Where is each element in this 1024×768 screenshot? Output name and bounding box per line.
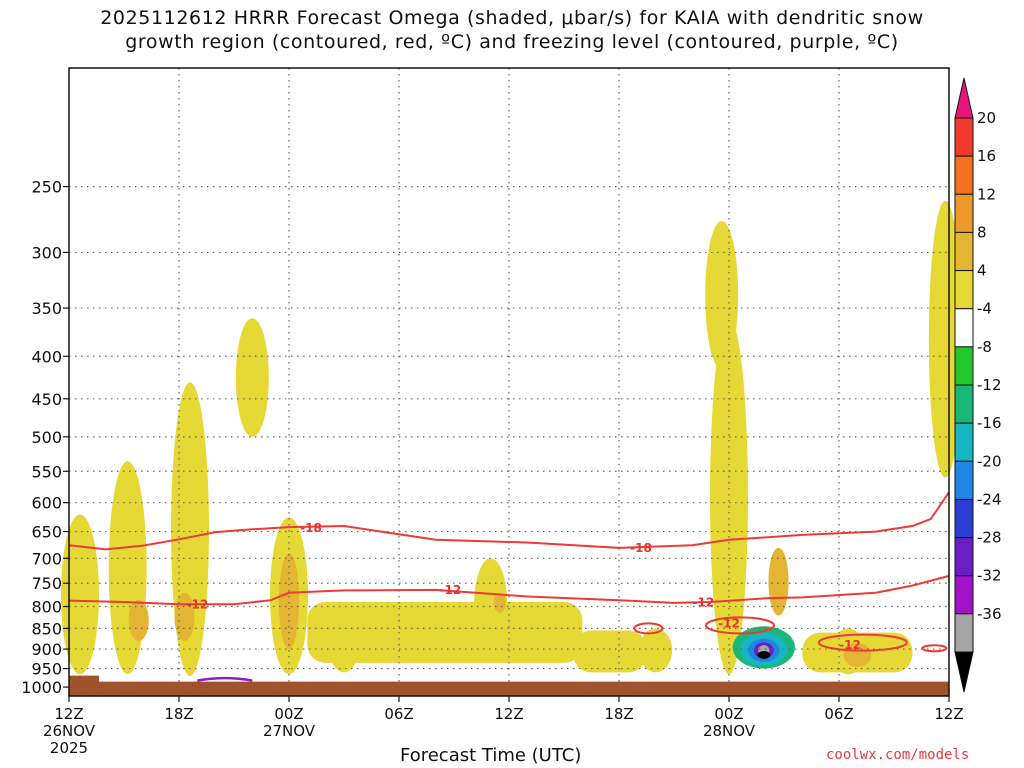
y-tick-label-1000: 1000 [21,678,62,697]
freezing-level-contour [197,676,253,682]
surface-ground-step [69,675,99,684]
contour-label-3: -18 [630,541,652,555]
x-tick-label-4: 12Z [494,705,523,723]
colorbar-box-6 [954,346,974,386]
omega-region-2 [128,599,149,641]
colorbar-box-10 [954,498,974,539]
colorbar-box-1 [954,155,974,195]
contour-minus18 [68,491,950,551]
colorbar-box-9 [954,460,974,500]
contour-label-1: -12 [186,597,208,611]
colorbar-label-12: -32 [977,567,1002,585]
y-tick-label-900: 900 [31,640,62,659]
colorbar-label-9: -20 [977,452,1002,470]
x-tick-label-8: 12Z [934,705,963,723]
contour-minus12-loop-b [705,616,775,635]
colorbar-label-7: -12 [977,376,1002,394]
x-tick-date-2: 27NOV [263,722,316,740]
colorbar-arrow-top [954,77,974,119]
x-tick-date-0: 26NOV [43,722,96,740]
colorbar-label-13: -36 [977,605,1002,623]
y-tick-label-400: 400 [31,347,62,366]
y-tick-label-450: 450 [31,390,62,409]
omega-region-10 [639,628,673,673]
omega-band-right [573,630,647,673]
contour-label-6: -12 [839,638,861,652]
colorbar-box-4 [954,270,974,310]
colorbar-label-2: 12 [977,185,996,203]
title-line-1: 2025112612 HRRR Forecast Omega (shaded, … [100,7,924,29]
y-tick-label-750: 750 [31,574,62,593]
x-tick-label-7: 06Z [824,705,853,723]
colorbar-box-11 [954,537,974,577]
surface-ground [69,681,949,696]
contour-minus12 [68,574,950,606]
y-tick-label-300: 300 [31,243,62,262]
omega-region-7 [278,553,300,650]
axes: 250 300 350 400 450 500 550 600 650 700 750 800 850 9… [21,67,964,757]
y-tick-label-500: 500 [31,428,62,447]
y-tick-label-650: 650 [31,523,62,542]
colorbar-box-13 [954,613,974,653]
y-tick-label-850: 850 [31,619,62,638]
omega-region-15 [757,651,771,659]
omega-region-5 [235,318,269,437]
omega-region-12 [710,318,748,675]
contour-minus12-loop-d [921,644,948,653]
omega-region-17 [928,200,962,478]
x-tick-label-2: 00Z [274,705,303,723]
colorbar-box-5 [954,308,974,348]
colorbar-label-3: 8 [977,223,987,241]
x-tick-label-3: 06Z [384,705,413,723]
colorbar-label-4: 4 [977,262,987,280]
colorbar: 20 16 12 8 4 -4 -8 -12 -16 -20 -24 -28 -32 -36 [954,77,1002,693]
x-tick-label-5: 18Z [604,705,633,723]
colorbar-label-5: -4 [977,300,992,318]
contour-label-4: -12 [692,595,714,609]
colorbar-label-1: 16 [977,147,996,165]
colorbar-label-8: -16 [977,414,1002,432]
contour-minus12-loop-c [817,633,908,652]
colorbar-box-0 [954,117,974,157]
omega-region-orange-small [493,592,506,613]
colorbar-label-0: 20 [977,109,996,127]
colorbar-box-7 [954,384,974,424]
colorbar-label-11: -28 [977,529,1002,547]
x-tick-label-0: 12Z [54,705,83,723]
x-tick-year-0: 2025 [50,739,88,757]
y-tick-label-700: 700 [31,549,62,568]
chart-title: 2025112612 HRRR Forecast Omega (shaded, … [0,6,1024,54]
colorbar-label-6: -8 [977,338,992,356]
y-tick-label-250: 250 [31,178,62,197]
y-tick-label-550: 550 [31,462,62,481]
contours: -18 -12 -12 -18 -12 -12 -12 [68,491,950,682]
x-axis-title: Forecast Time (UTC) [400,745,582,766]
x-tick-date-6: 28NOV [703,722,756,740]
site-credit: coolwx.com/models [826,747,970,763]
y-tick-label-350: 350 [31,299,62,318]
omega-shading [61,200,962,677]
omega-band-mid [307,601,583,663]
x-tick-label-1: 18Z [164,705,193,723]
colorbar-box-2 [954,193,974,233]
contour-minus12-loop-a [633,622,664,635]
omega-region-1 [108,461,147,675]
y-tick-label-950: 950 [31,660,62,679]
surface-terrain [69,675,949,696]
y-tick-label-800: 800 [31,598,62,617]
title-line-2: growth region (contoured, red, ºC) and f… [125,31,899,53]
colorbar-label-10: -24 [977,490,1002,508]
contour-label-0: -18 [300,521,322,535]
colorbar-arrow-bottom [954,651,974,693]
colorbar-box-12 [954,575,974,615]
colorbar-box-3 [954,231,974,272]
y-tick-label-600: 600 [31,494,62,513]
colorbar-box-8 [954,422,974,462]
omega-region-0 [61,514,99,675]
contour-label-5: -12 [718,616,740,630]
x-tick-label-6: 00Z [714,705,743,723]
contour-label-2: -12 [439,583,461,597]
